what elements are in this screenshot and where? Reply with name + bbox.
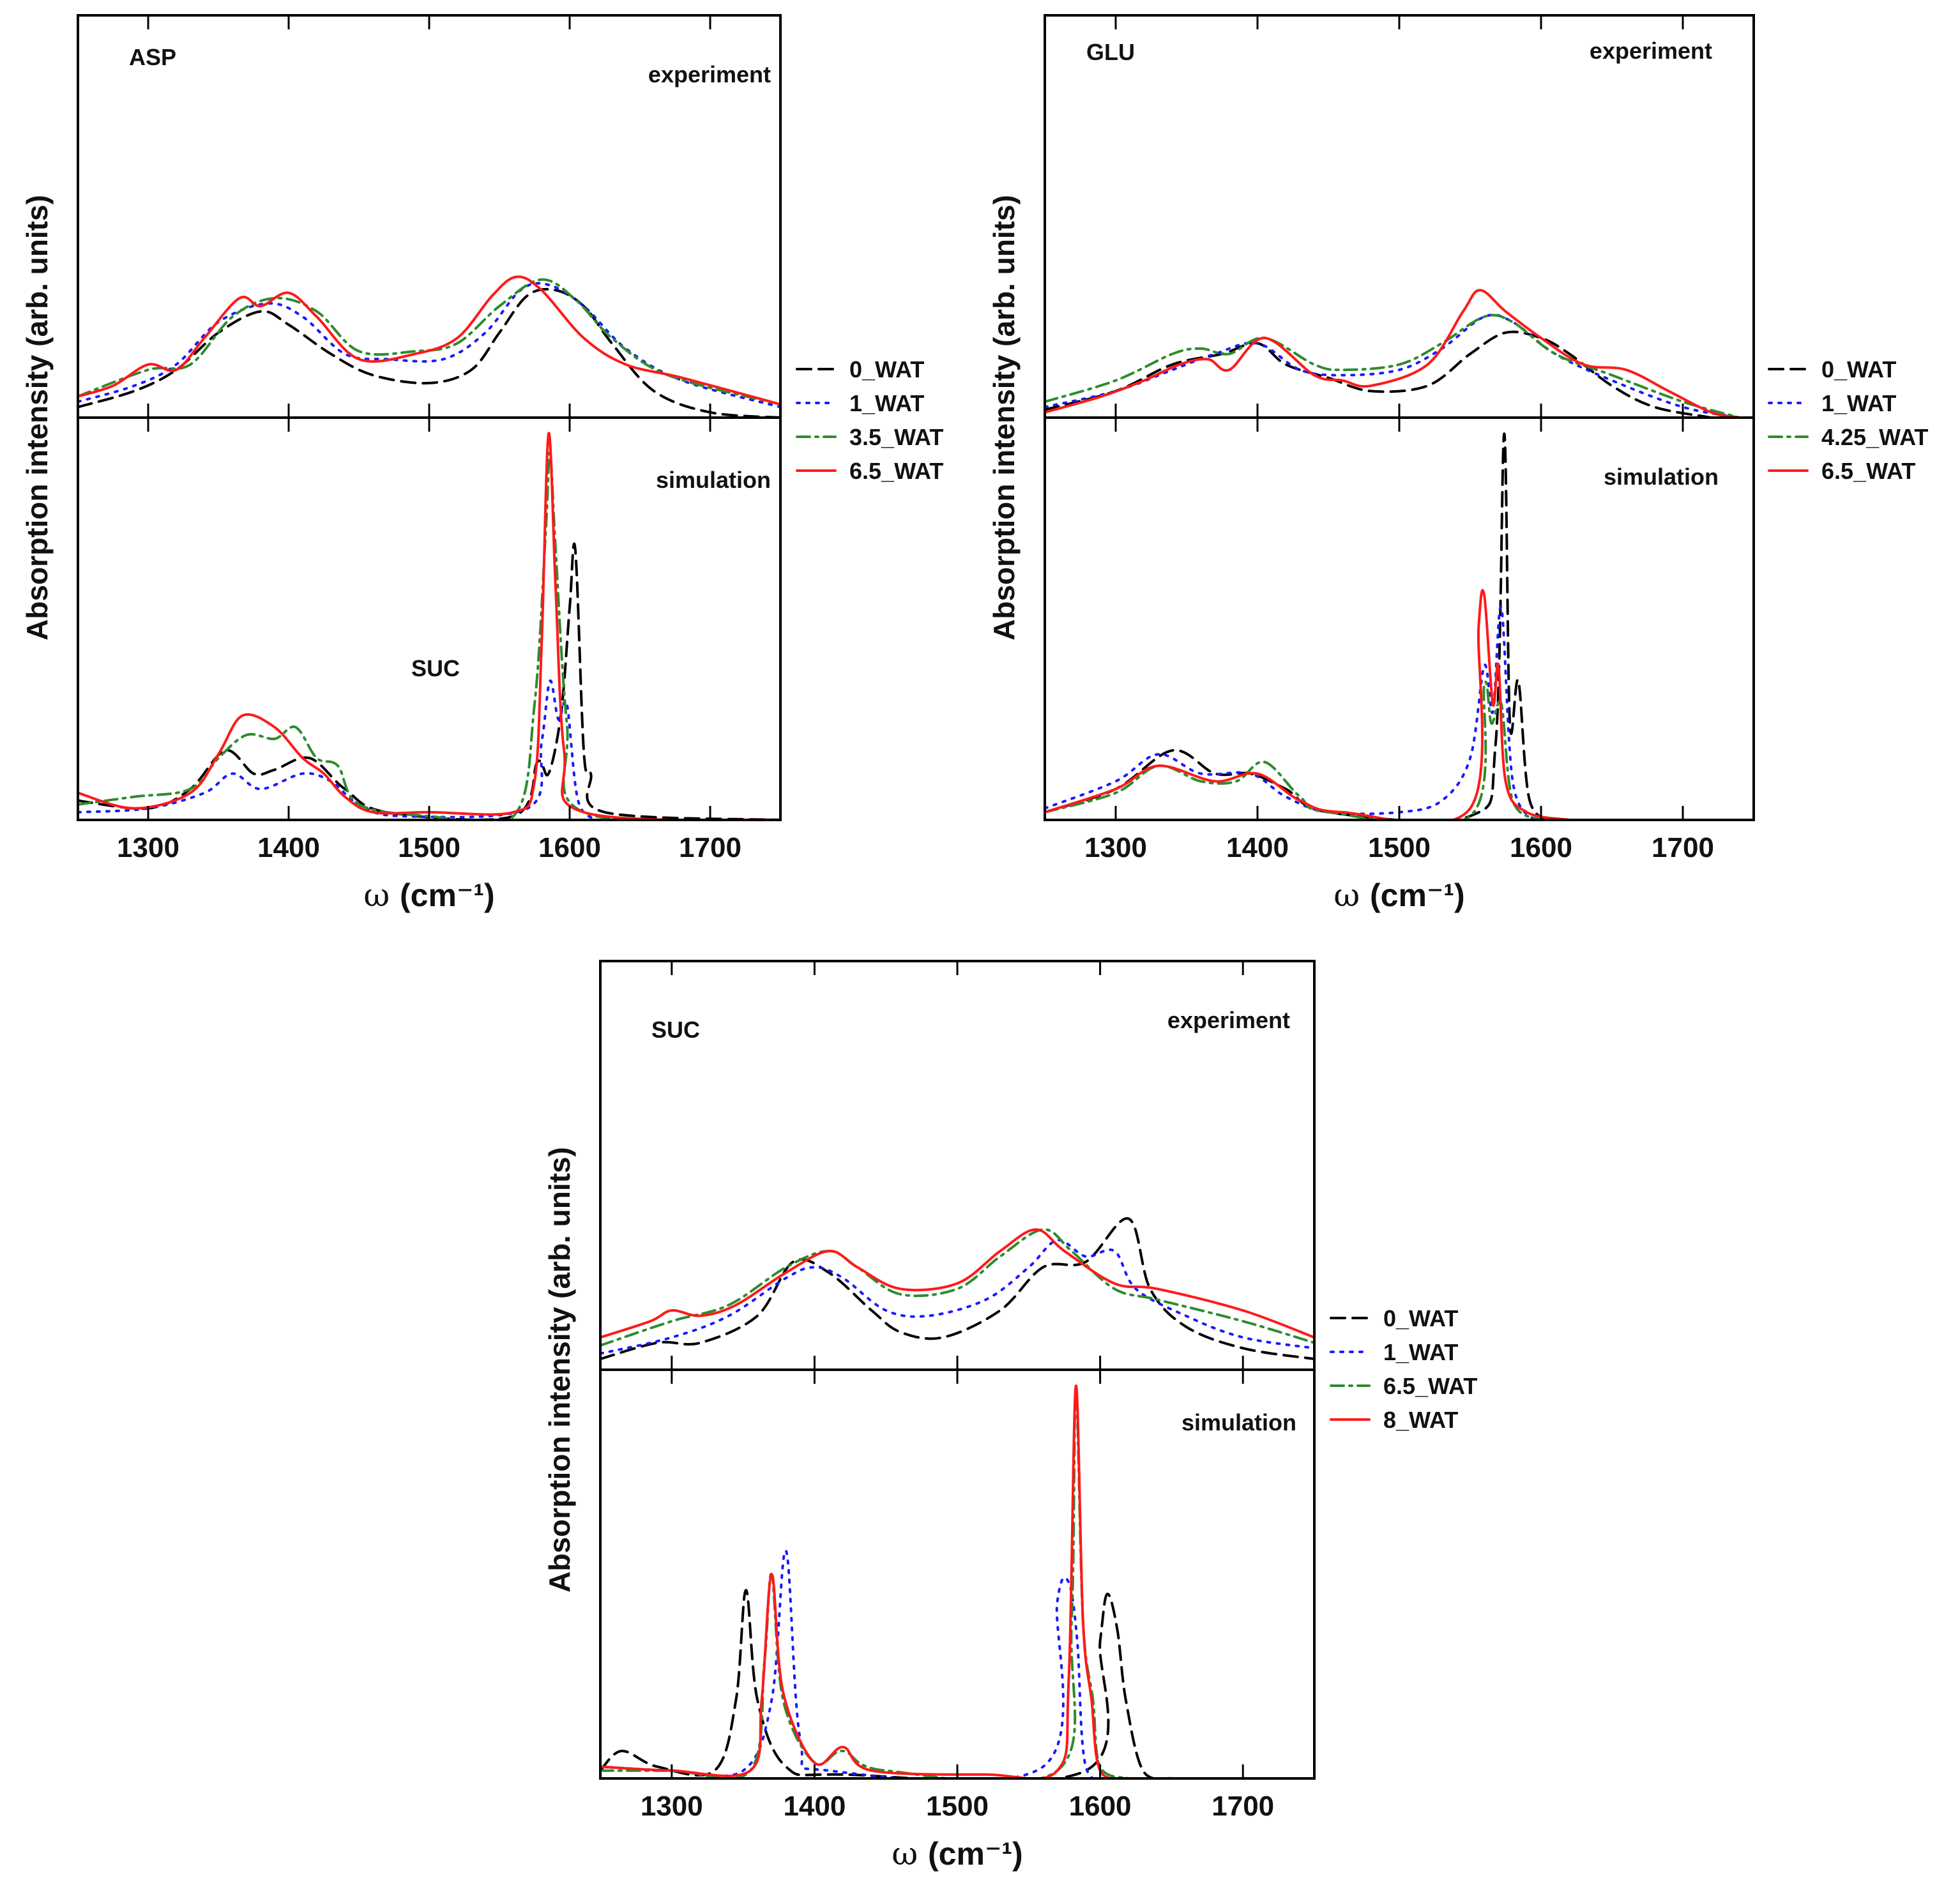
- asp-panel-title: ASP: [129, 44, 176, 70]
- asp-xlabel-symbol: ω: [363, 877, 400, 914]
- asp-experiment-series-1_wat: [78, 282, 780, 409]
- glu-legend-label: 0_WAT: [1821, 356, 1896, 383]
- suc-experiment-label: experiment: [1167, 1007, 1290, 1033]
- glu-xlabel: ω (cm⁻¹): [1333, 877, 1464, 914]
- suc-experiment-series-1_wat: [600, 1239, 1314, 1355]
- asp-chart: 1300 1400 1500 1600 1700 ASP experiment simulat…: [20, 14, 943, 914]
- suc-simulation-series-0_wat: [600, 1589, 1173, 1778]
- asp-experiment-series-6-5_wat: [78, 275, 780, 406]
- glu-experiment-series-1_wat: [1045, 314, 1741, 418]
- glu-simulation-label: simulation: [1604, 464, 1719, 490]
- asp-xlabel: ω (cm⁻¹): [363, 877, 494, 914]
- asp-simulation-series-6-5_wat: [78, 432, 780, 820]
- glu-xlabel-unit: (cm⁻¹): [1370, 877, 1465, 913]
- suc-legend-label: 8_WAT: [1383, 1407, 1458, 1433]
- suc-legend-label: 1_WAT: [1383, 1339, 1458, 1365]
- asp-xtick-label: 1600: [538, 832, 601, 863]
- suc-chart: 1300 1400 1500 1600 1700 SUC experiment simulat…: [543, 960, 1477, 1872]
- glu-experiment-label: experiment: [1590, 38, 1712, 64]
- glu-experiment-series-6-5_wat: [1045, 289, 1741, 418]
- asp-experiment-series-3-5_wat: [78, 278, 780, 406]
- asp-xtick-label: 1400: [257, 832, 320, 863]
- suc-xtick-label: 1600: [1069, 1791, 1132, 1822]
- asp-simulation-series-3-5_wat: [78, 451, 780, 820]
- glu-experiment-series-0_wat: [1045, 330, 1713, 418]
- glu-xtick-label: 1300: [1084, 832, 1147, 863]
- asp-experiment-label: experiment: [648, 61, 771, 87]
- glu-xtick-label: 1700: [1652, 832, 1714, 863]
- asp-simulation-label: simulation: [656, 467, 771, 493]
- glu-legend-label: 4.25_WAT: [1821, 424, 1928, 450]
- suc-xtick-label: 1300: [641, 1791, 703, 1822]
- asp-annotation: SUC: [411, 655, 460, 681]
- asp-xtick-label: 1300: [117, 832, 179, 863]
- suc-experiment-series-8_wat: [600, 1228, 1314, 1339]
- glu-chart: 1300 1400 1500 1600 1700 GLU experiment simulat…: [987, 14, 1928, 914]
- glu-simulation-series-0_wat: [1045, 432, 1557, 820]
- glu-xtick-label: 1500: [1368, 832, 1431, 863]
- suc-ylabel: Absorption intensity (arb. units): [543, 1147, 576, 1593]
- glu-legend-label: 1_WAT: [1821, 390, 1896, 416]
- glu-simulation-series-1_wat: [1045, 605, 1535, 820]
- asp-xtick-label: 1500: [398, 832, 460, 863]
- suc-simulation-label: simulation: [1181, 1409, 1296, 1436]
- glu-ylabel: Absorption intensity (arb. units): [987, 195, 1021, 640]
- suc-experiment-series-6-5_wat: [600, 1228, 1314, 1347]
- suc-panel-title: SUC: [651, 1017, 700, 1043]
- suc-experiment-series-0_wat: [600, 1217, 1314, 1361]
- glu-xtick-label: 1400: [1226, 832, 1289, 863]
- glu-xlabel-symbol: ω: [1333, 877, 1370, 914]
- suc-legend-label: 6.5_WAT: [1383, 1373, 1477, 1399]
- asp-legend-label: 3.5_WAT: [849, 424, 943, 450]
- asp-simulation-series-1_wat: [78, 679, 599, 820]
- glu-xtick-label: 1600: [1510, 832, 1572, 863]
- asp-legend-label: 0_WAT: [849, 356, 924, 383]
- suc-xtick-label: 1700: [1212, 1791, 1274, 1822]
- asp-xlabel-unit: (cm⁻¹): [400, 877, 495, 913]
- suc-xlabel: ω (cm⁻¹): [892, 1835, 1022, 1872]
- asp-legend-label: 1_WAT: [849, 390, 924, 416]
- suc-xtick-label: 1400: [783, 1791, 846, 1822]
- suc-xtick-label: 1500: [926, 1791, 989, 1822]
- suc-xlabel-symbol: ω: [892, 1835, 928, 1872]
- asp-xtick-label: 1700: [679, 832, 741, 863]
- suc-legend-label: 0_WAT: [1383, 1305, 1458, 1331]
- glu-simulation-series-6-5_wat: [1045, 589, 1571, 820]
- suc-xlabel-unit: (cm⁻¹): [928, 1836, 1023, 1872]
- glu-legend-label: 6.5_WAT: [1821, 458, 1915, 484]
- asp-legend-label: 6.5_WAT: [849, 458, 943, 484]
- glu-panel-title: GLU: [1086, 39, 1135, 65]
- asp-ylabel: Absorption intensity (arb. units): [20, 195, 54, 640]
- suc-simulation-series-8_wat: [600, 1384, 1130, 1778]
- glu-experiment-series-4-25_wat: [1045, 314, 1741, 418]
